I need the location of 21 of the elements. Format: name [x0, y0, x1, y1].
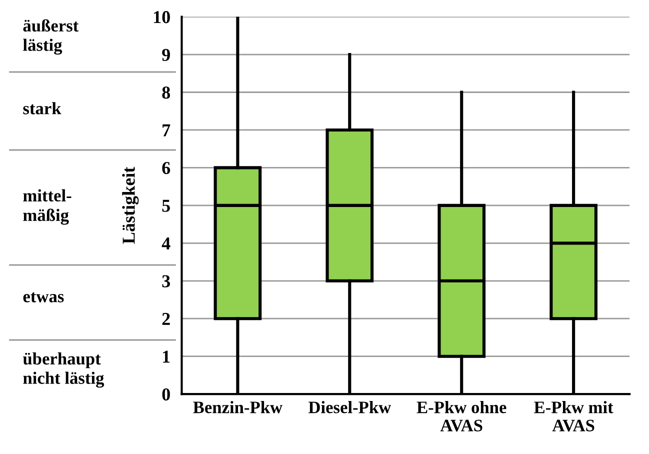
x-tick-label: Benzin-Pkw	[193, 401, 282, 414]
text: äußerst lästig	[23, 19, 79, 55]
x-tick-label: Diesel-Pkw	[308, 401, 392, 414]
y-tick-label: 8	[162, 86, 170, 99]
x-tick-label: E-Pkw mit AVAS	[534, 401, 614, 432]
y-tick-label: 10	[154, 11, 170, 24]
y-tick-label: 7	[162, 124, 170, 136]
y-tick-label: 6	[162, 162, 170, 174]
y-tick-label: 3	[162, 275, 170, 288]
y-tick-label: 1	[163, 350, 170, 363]
x-tick-label: E-Pkw ohne AVAS	[416, 401, 506, 432]
y-tick-label: 2	[162, 312, 170, 325]
y-tick-label: 4	[162, 238, 170, 250]
text: etwas	[23, 292, 64, 302]
text: mittel- mäßig	[23, 189, 72, 225]
y-tick-label: 5	[162, 200, 170, 212]
text: überhaupt nicht lästig	[22, 352, 104, 388]
y-tick-label: 0	[162, 388, 170, 401]
y-tick-label: 9	[162, 48, 170, 61]
text: stark	[23, 102, 62, 114]
y-axis-title: Lästigkeit	[122, 166, 139, 244]
